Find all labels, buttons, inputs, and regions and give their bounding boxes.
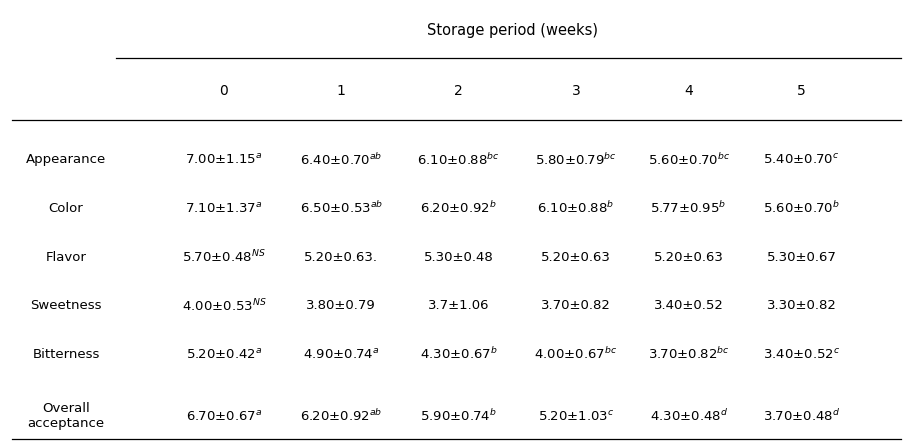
Text: Sweetness: Sweetness	[30, 299, 102, 312]
Text: 6.10±0.88$^{bc}$: 6.10±0.88$^{bc}$	[417, 152, 500, 168]
Text: 5.30±0.48: 5.30±0.48	[424, 251, 493, 264]
Text: 5.20±0.42$^a$: 5.20±0.42$^a$	[185, 348, 262, 362]
Text: 3: 3	[571, 84, 580, 98]
Text: 5.70±0.48$^{NS}$: 5.70±0.48$^{NS}$	[182, 249, 266, 266]
Text: 5.20±0.63: 5.20±0.63	[654, 251, 724, 264]
Text: 6.70±0.67$^a$: 6.70±0.67$^a$	[186, 409, 262, 423]
Text: 4.30±0.48$^d$: 4.30±0.48$^d$	[649, 409, 727, 424]
Text: 6.50±0.53$^{ab}$: 6.50±0.53$^{ab}$	[300, 201, 383, 216]
Text: 0: 0	[220, 84, 228, 98]
Text: 3.30±0.82: 3.30±0.82	[766, 299, 836, 312]
Text: Appearance: Appearance	[25, 153, 106, 166]
Text: Overall
acceptance: Overall acceptance	[27, 402, 104, 431]
Text: 5.20±0.63.: 5.20±0.63.	[304, 251, 379, 264]
Text: 5.90±0.74$^b$: 5.90±0.74$^b$	[420, 409, 497, 424]
Text: 5: 5	[797, 84, 805, 98]
Text: 5.30±0.67: 5.30±0.67	[766, 251, 836, 264]
Text: 7.10±1.37$^a$: 7.10±1.37$^a$	[185, 202, 262, 215]
Text: 5.77±0.95$^b$: 5.77±0.95$^b$	[650, 201, 726, 216]
Text: 6.20±0.92$^b$: 6.20±0.92$^b$	[420, 201, 497, 216]
Text: 1: 1	[337, 84, 346, 98]
Text: 3.40±0.52: 3.40±0.52	[654, 299, 724, 312]
Text: Color: Color	[48, 202, 84, 215]
Text: 3.80±0.79: 3.80±0.79	[306, 299, 376, 312]
Text: 3.7±1.06: 3.7±1.06	[428, 299, 489, 312]
Text: 5.20±0.63: 5.20±0.63	[541, 251, 611, 264]
Text: 3.40±0.52$^c$: 3.40±0.52$^c$	[763, 348, 840, 362]
Text: 2: 2	[454, 84, 463, 98]
Text: 4.00±0.53$^{NS}$: 4.00±0.53$^{NS}$	[182, 297, 266, 314]
Text: 5.60±0.70$^b$: 5.60±0.70$^b$	[763, 201, 840, 216]
Text: 6.20±0.92$^{ab}$: 6.20±0.92$^{ab}$	[300, 409, 382, 424]
Text: 5.20±1.03$^c$: 5.20±1.03$^c$	[538, 409, 614, 423]
Text: 3.70±0.82: 3.70±0.82	[541, 299, 611, 312]
Text: 3.70±0.82$^{bc}$: 3.70±0.82$^{bc}$	[647, 347, 729, 362]
Text: 6.10±0.88$^b$: 6.10±0.88$^b$	[538, 201, 615, 216]
Text: Flavor: Flavor	[45, 251, 86, 264]
Text: 4.30±0.67$^b$: 4.30±0.67$^b$	[419, 347, 498, 362]
Text: 6.40±0.70$^{ab}$: 6.40±0.70$^{ab}$	[300, 152, 382, 168]
Text: 4.90±0.74$^a$: 4.90±0.74$^a$	[303, 348, 380, 362]
Text: 3.70±0.48$^d$: 3.70±0.48$^d$	[763, 409, 840, 424]
Text: 5.80±0.79$^{bc}$: 5.80±0.79$^{bc}$	[535, 152, 617, 168]
Text: 5.60±0.70$^{bc}$: 5.60±0.70$^{bc}$	[647, 152, 730, 168]
Text: 4: 4	[685, 84, 693, 98]
Text: 7.00±1.15$^a$: 7.00±1.15$^a$	[185, 153, 262, 167]
Text: 5.40±0.70$^c$: 5.40±0.70$^c$	[764, 153, 840, 167]
Text: Storage period (weeks): Storage period (weeks)	[427, 23, 598, 38]
Text: 4.00±0.67$^{bc}$: 4.00±0.67$^{bc}$	[534, 347, 617, 362]
Text: Bitterness: Bitterness	[33, 348, 100, 361]
